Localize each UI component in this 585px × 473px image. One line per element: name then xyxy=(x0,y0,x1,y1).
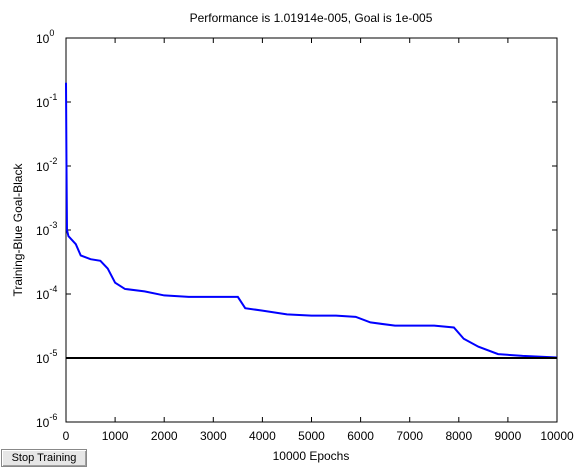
y-tick-exponent: -4 xyxy=(49,284,57,294)
y-tick-base: 10 xyxy=(36,416,50,430)
y-tick-base: 10 xyxy=(36,352,50,366)
x-axis-label: 10000 Epochs xyxy=(273,449,350,463)
y-tick-base: 10 xyxy=(36,32,50,46)
y-tick-label: 10-4 xyxy=(36,284,57,302)
series-line xyxy=(65,82,558,359)
stop-training-button[interactable]: Stop Training xyxy=(1,449,87,467)
y-tick-label: 100 xyxy=(36,28,54,46)
y-tick-base: 10 xyxy=(36,224,50,238)
x-tick-label: 1000 xyxy=(102,429,129,443)
y-tick-label: 10-2 xyxy=(36,156,57,174)
plot-area xyxy=(65,37,558,423)
x-tick-label: 2000 xyxy=(151,429,178,443)
y-tick-base: 10 xyxy=(36,96,50,110)
x-tick-label: 9000 xyxy=(495,429,522,443)
x-tick-label: 4000 xyxy=(249,429,276,443)
x-tick-label: 7000 xyxy=(396,429,423,443)
y-tick-exponent: -5 xyxy=(49,348,57,358)
x-tick-label: 8000 xyxy=(445,429,472,443)
y-tick-exponent: -3 xyxy=(49,220,57,230)
y-tick-exponent: -1 xyxy=(49,92,57,102)
y-tick-exponent: -2 xyxy=(49,156,57,166)
x-tick-label: 6000 xyxy=(347,429,374,443)
y-axis-label: Training-Blue Goal-Black xyxy=(11,163,25,297)
y-tick-exponent: -6 xyxy=(49,412,57,422)
y-tick-base: 10 xyxy=(36,288,50,302)
y-tick-label: 10-6 xyxy=(36,412,57,430)
x-tick-label: 10000 xyxy=(540,429,574,443)
chart-title: Performance is 1.01914e-005, Goal is 1e-… xyxy=(190,11,433,25)
x-tick-label: 3000 xyxy=(200,429,227,443)
y-tick-label: 10-1 xyxy=(36,92,57,110)
y-tick-label: 10-3 xyxy=(36,220,57,238)
x-tick-label: 0 xyxy=(63,429,70,443)
y-tick-exponent: 0 xyxy=(49,28,54,38)
y-tick-base: 10 xyxy=(36,160,50,174)
x-tick-label: 5000 xyxy=(298,429,325,443)
y-tick-label: 10-5 xyxy=(36,348,57,366)
